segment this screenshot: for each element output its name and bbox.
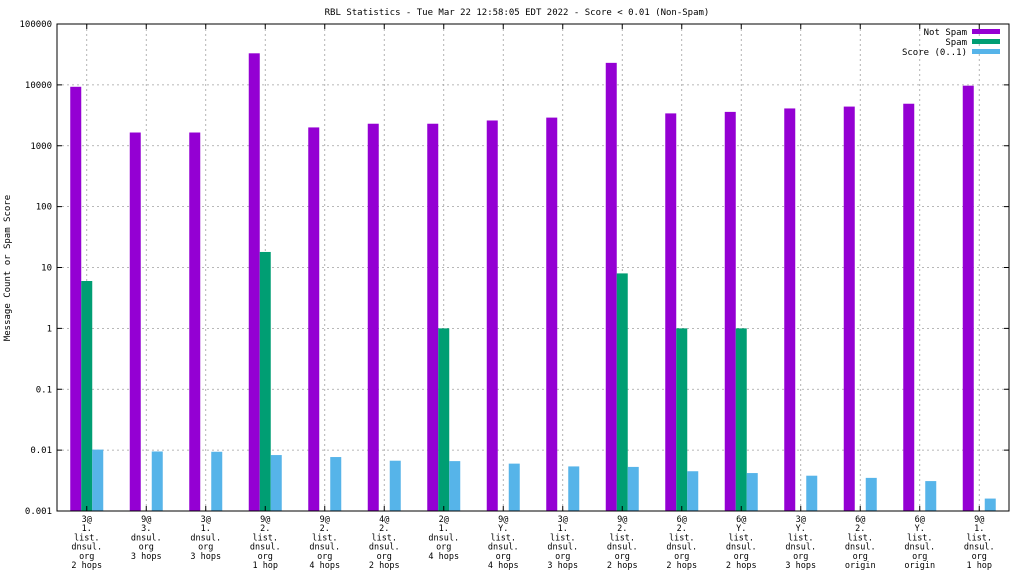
x-tick-label: 6@ Y. list. dnsul. org origin xyxy=(904,515,935,571)
y-tick-label: 1 xyxy=(47,324,52,334)
legend-swatch xyxy=(972,29,1000,34)
bar-score-0-1 xyxy=(687,471,699,511)
legend-label: Not Spam xyxy=(924,28,967,38)
bar-not-spam xyxy=(903,103,915,511)
bar-not-spam xyxy=(427,123,439,511)
axes: 0.001 0.01 0.1 1 10 100 1000 10000 100000 3@ 1. lis… xyxy=(19,20,1010,571)
bar-not-spam xyxy=(248,53,260,512)
x-tick-label: 3@ 1. list. dnsul. org 3 hops xyxy=(547,515,578,571)
x-tick-label: 9@ 1. list. dnsul. org 1 hop xyxy=(964,515,995,571)
bar-score-0-1 xyxy=(806,475,818,511)
x-tick-label: 6@ 2. list. dnsul. org origin xyxy=(845,515,876,571)
bar-not-spam xyxy=(189,132,201,511)
bar-not-spam xyxy=(962,85,974,511)
plot-border xyxy=(56,23,1010,512)
bar-spam xyxy=(259,251,271,512)
bar-score-0-1 xyxy=(389,460,401,511)
y-tick-label: 10000 xyxy=(25,81,52,91)
bar-score-0-1 xyxy=(449,461,461,511)
bar-not-spam xyxy=(724,111,736,512)
bar-not-spam xyxy=(605,62,617,511)
y-tick-label: 1000 xyxy=(30,142,52,152)
bar-not-spam xyxy=(784,108,796,512)
bar-not-spam xyxy=(367,123,379,511)
bars xyxy=(70,53,996,512)
bar-spam xyxy=(438,328,450,511)
y-tick-label: 100000 xyxy=(19,20,52,30)
bar-score-0-1 xyxy=(925,481,937,511)
bar-score-0-1 xyxy=(865,477,877,511)
x-tick-label: 2@ 1. dnsul. org 4 hops xyxy=(428,515,459,562)
bar-not-spam xyxy=(546,117,558,511)
bar-score-0-1 xyxy=(627,466,639,511)
bar-not-spam xyxy=(843,106,855,511)
bar-score-0-1 xyxy=(568,466,580,511)
legend-swatch xyxy=(972,39,1000,44)
x-tick-label: 9@ 2. list. dnsul. org 4 hops xyxy=(309,515,340,571)
bar-score-0-1 xyxy=(270,455,282,511)
x-tick-label: 6@ 2. list. dnsul. org 2 hops xyxy=(666,515,697,571)
x-tick-label: 9@ 2. list. dnsul. org 1 hop xyxy=(250,515,281,571)
bar-spam xyxy=(676,328,688,511)
x-tick-label: 4@ 2. list. dnsul. org 2 hops xyxy=(369,515,400,571)
legend-label: Score (0..1) xyxy=(902,48,967,58)
x-tick-label: 3@ Y. list. dnsul. org 3 hops xyxy=(785,515,816,571)
bar-not-spam xyxy=(486,120,498,511)
bar-spam xyxy=(616,273,628,511)
y-tick-label: 10 xyxy=(41,264,52,274)
y-tick-label: 0.01 xyxy=(30,446,52,456)
y-axis-label: Message Count or Spam Score xyxy=(3,195,13,341)
x-tick-label: 6@ Y. list. dnsul. org 2 hops xyxy=(726,515,757,571)
legend-swatch xyxy=(972,49,1000,54)
x-tick-label: 3@ 1. dnsul. org 3 hops xyxy=(190,515,221,562)
bar-score-0-1 xyxy=(211,451,223,511)
y-tick-label: 0.1 xyxy=(36,385,52,395)
bar-score-0-1 xyxy=(984,498,996,511)
bar-not-spam xyxy=(129,132,141,511)
x-tick-label: 9@ 3. dnsul. org 3 hops xyxy=(131,515,162,562)
bar-score-0-1 xyxy=(92,449,104,511)
bar-spam xyxy=(735,328,747,511)
bar-not-spam xyxy=(70,86,82,511)
bar-score-0-1 xyxy=(151,451,163,511)
bar-score-0-1 xyxy=(746,473,758,511)
chart-title: RBL Statistics - Tue Mar 22 12:58:05 EDT… xyxy=(325,8,710,18)
y-tick-label: 0.001 xyxy=(25,507,52,517)
x-tick-label: 3@ 1. list. dnsul. org 2 hops xyxy=(71,515,102,571)
bar-not-spam xyxy=(665,113,677,512)
y-tick-label: 100 xyxy=(36,203,52,213)
bar-not-spam xyxy=(308,127,320,511)
x-tick-label: 9@ 2. list. dnsul. org 2 hops xyxy=(607,515,638,571)
legend-label: Spam xyxy=(945,38,967,48)
bar-spam xyxy=(81,281,93,511)
bar-score-0-1 xyxy=(508,463,520,511)
bar-score-0-1 xyxy=(330,457,342,511)
x-tick-label: 9@ Y. list. dnsul. org 4 hops xyxy=(488,515,519,571)
